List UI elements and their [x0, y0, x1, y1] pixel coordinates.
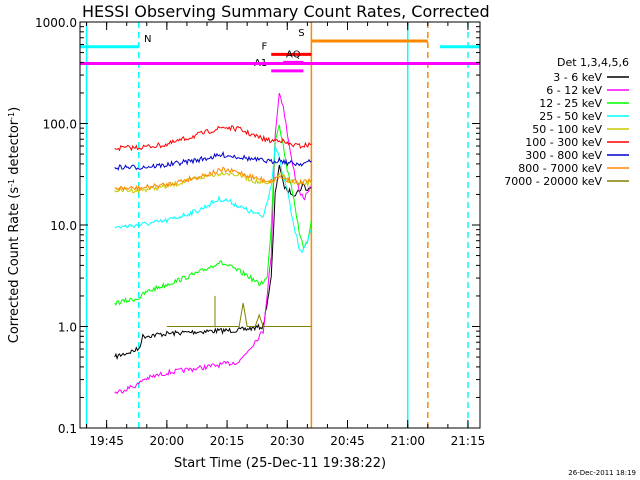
legend-label-3: 25 - 50 keV [539, 110, 602, 123]
axis-ticks: 0.1 1.0 10.0 100.0 1000.0 19:45 20:00 20:15 20:3… [35, 16, 485, 448]
flag-label-aq: AQ [286, 49, 301, 60]
legend-label-6: 300 - 800 keV [525, 149, 602, 162]
series-layer [114, 92, 312, 395]
series-line-800-7000-kev [114, 166, 312, 192]
flag-bars: NSFAQA1 [80, 28, 480, 73]
y-tick-label: 1.0 [58, 321, 77, 335]
x-tick-label: 21:00 [390, 434, 425, 448]
flag-label-f: F [261, 41, 267, 52]
flag-label-s: S [298, 28, 304, 39]
chart-title: HESSI Observing Summary Count Rates, Cor… [82, 2, 490, 21]
x-tick-label: 20:00 [150, 434, 185, 448]
y-tick-label: 100.0 [43, 118, 77, 132]
series-line-7000-20000-kev [166, 295, 312, 327]
y-tick-label: 1000.0 [35, 16, 77, 30]
y-tick-label: 0.1 [58, 422, 77, 436]
y-axis-label: Corrected Count Rate (s-1 detector-1) [7, 107, 23, 343]
x-tick-label: 20:15 [210, 434, 245, 448]
series-line-300-800-kev [114, 150, 312, 171]
legend-label-1: 6 - 12 keV [546, 84, 602, 97]
flag-label-n: N [144, 34, 151, 45]
y-tick-label: 10.0 [50, 219, 77, 233]
legend-label-2: 12 - 25 keV [539, 97, 602, 110]
x-tick-label: 20:30 [270, 434, 305, 448]
x-axis-label: Start Time (25-Dec-11 19:38:22) [174, 456, 386, 471]
series-line-50-100-kev [114, 169, 312, 194]
series-line-25-50-kev [114, 145, 312, 254]
legend-label-5: 100 - 300 keV [525, 136, 602, 149]
series-line-3-6-kev [114, 164, 312, 361]
vertical-markers [85, 22, 469, 428]
legend-label-4: 50 - 100 keV [532, 123, 602, 136]
legend-label-8: 7000 - 20000 keV [504, 175, 602, 188]
series-line-6-12-kev [114, 92, 312, 395]
x-tick-label: 20:45 [330, 434, 365, 448]
x-tick-label: 21:15 [451, 434, 486, 448]
series-line-100-300-kev [114, 125, 312, 152]
legend-title: Det 1,3,4,5,6 [557, 56, 629, 69]
series-line-12-25-kev [114, 124, 312, 307]
x-tick-label: 19:45 [89, 434, 124, 448]
legend-label-0: 3 - 6 keV [553, 71, 602, 84]
footer-date: 26-Dec-2011 18:19 [568, 469, 636, 477]
legend-label-7: 800 - 7000 keV [518, 162, 602, 175]
